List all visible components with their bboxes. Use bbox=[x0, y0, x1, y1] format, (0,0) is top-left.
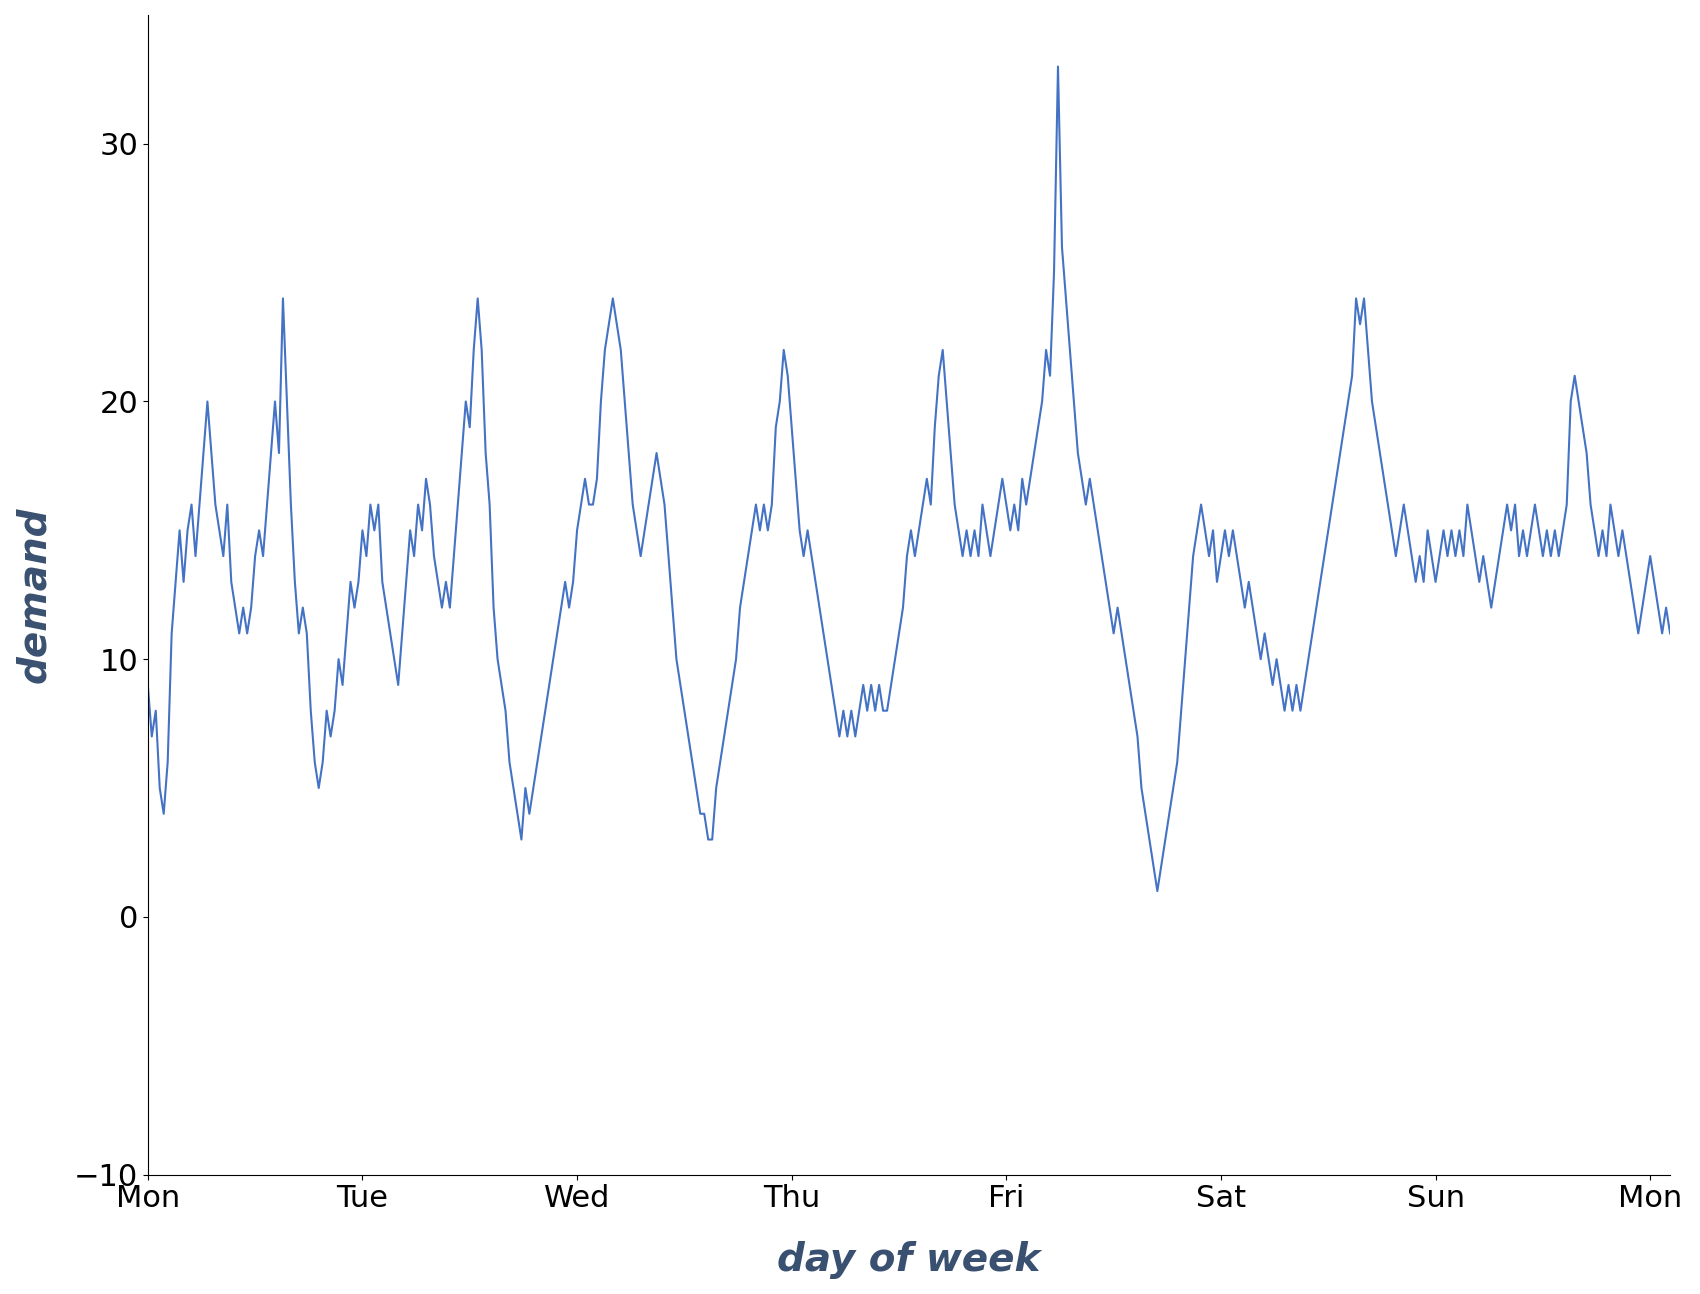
X-axis label: day of week: day of week bbox=[777, 1241, 1040, 1278]
Y-axis label: demand: demand bbox=[15, 506, 53, 683]
